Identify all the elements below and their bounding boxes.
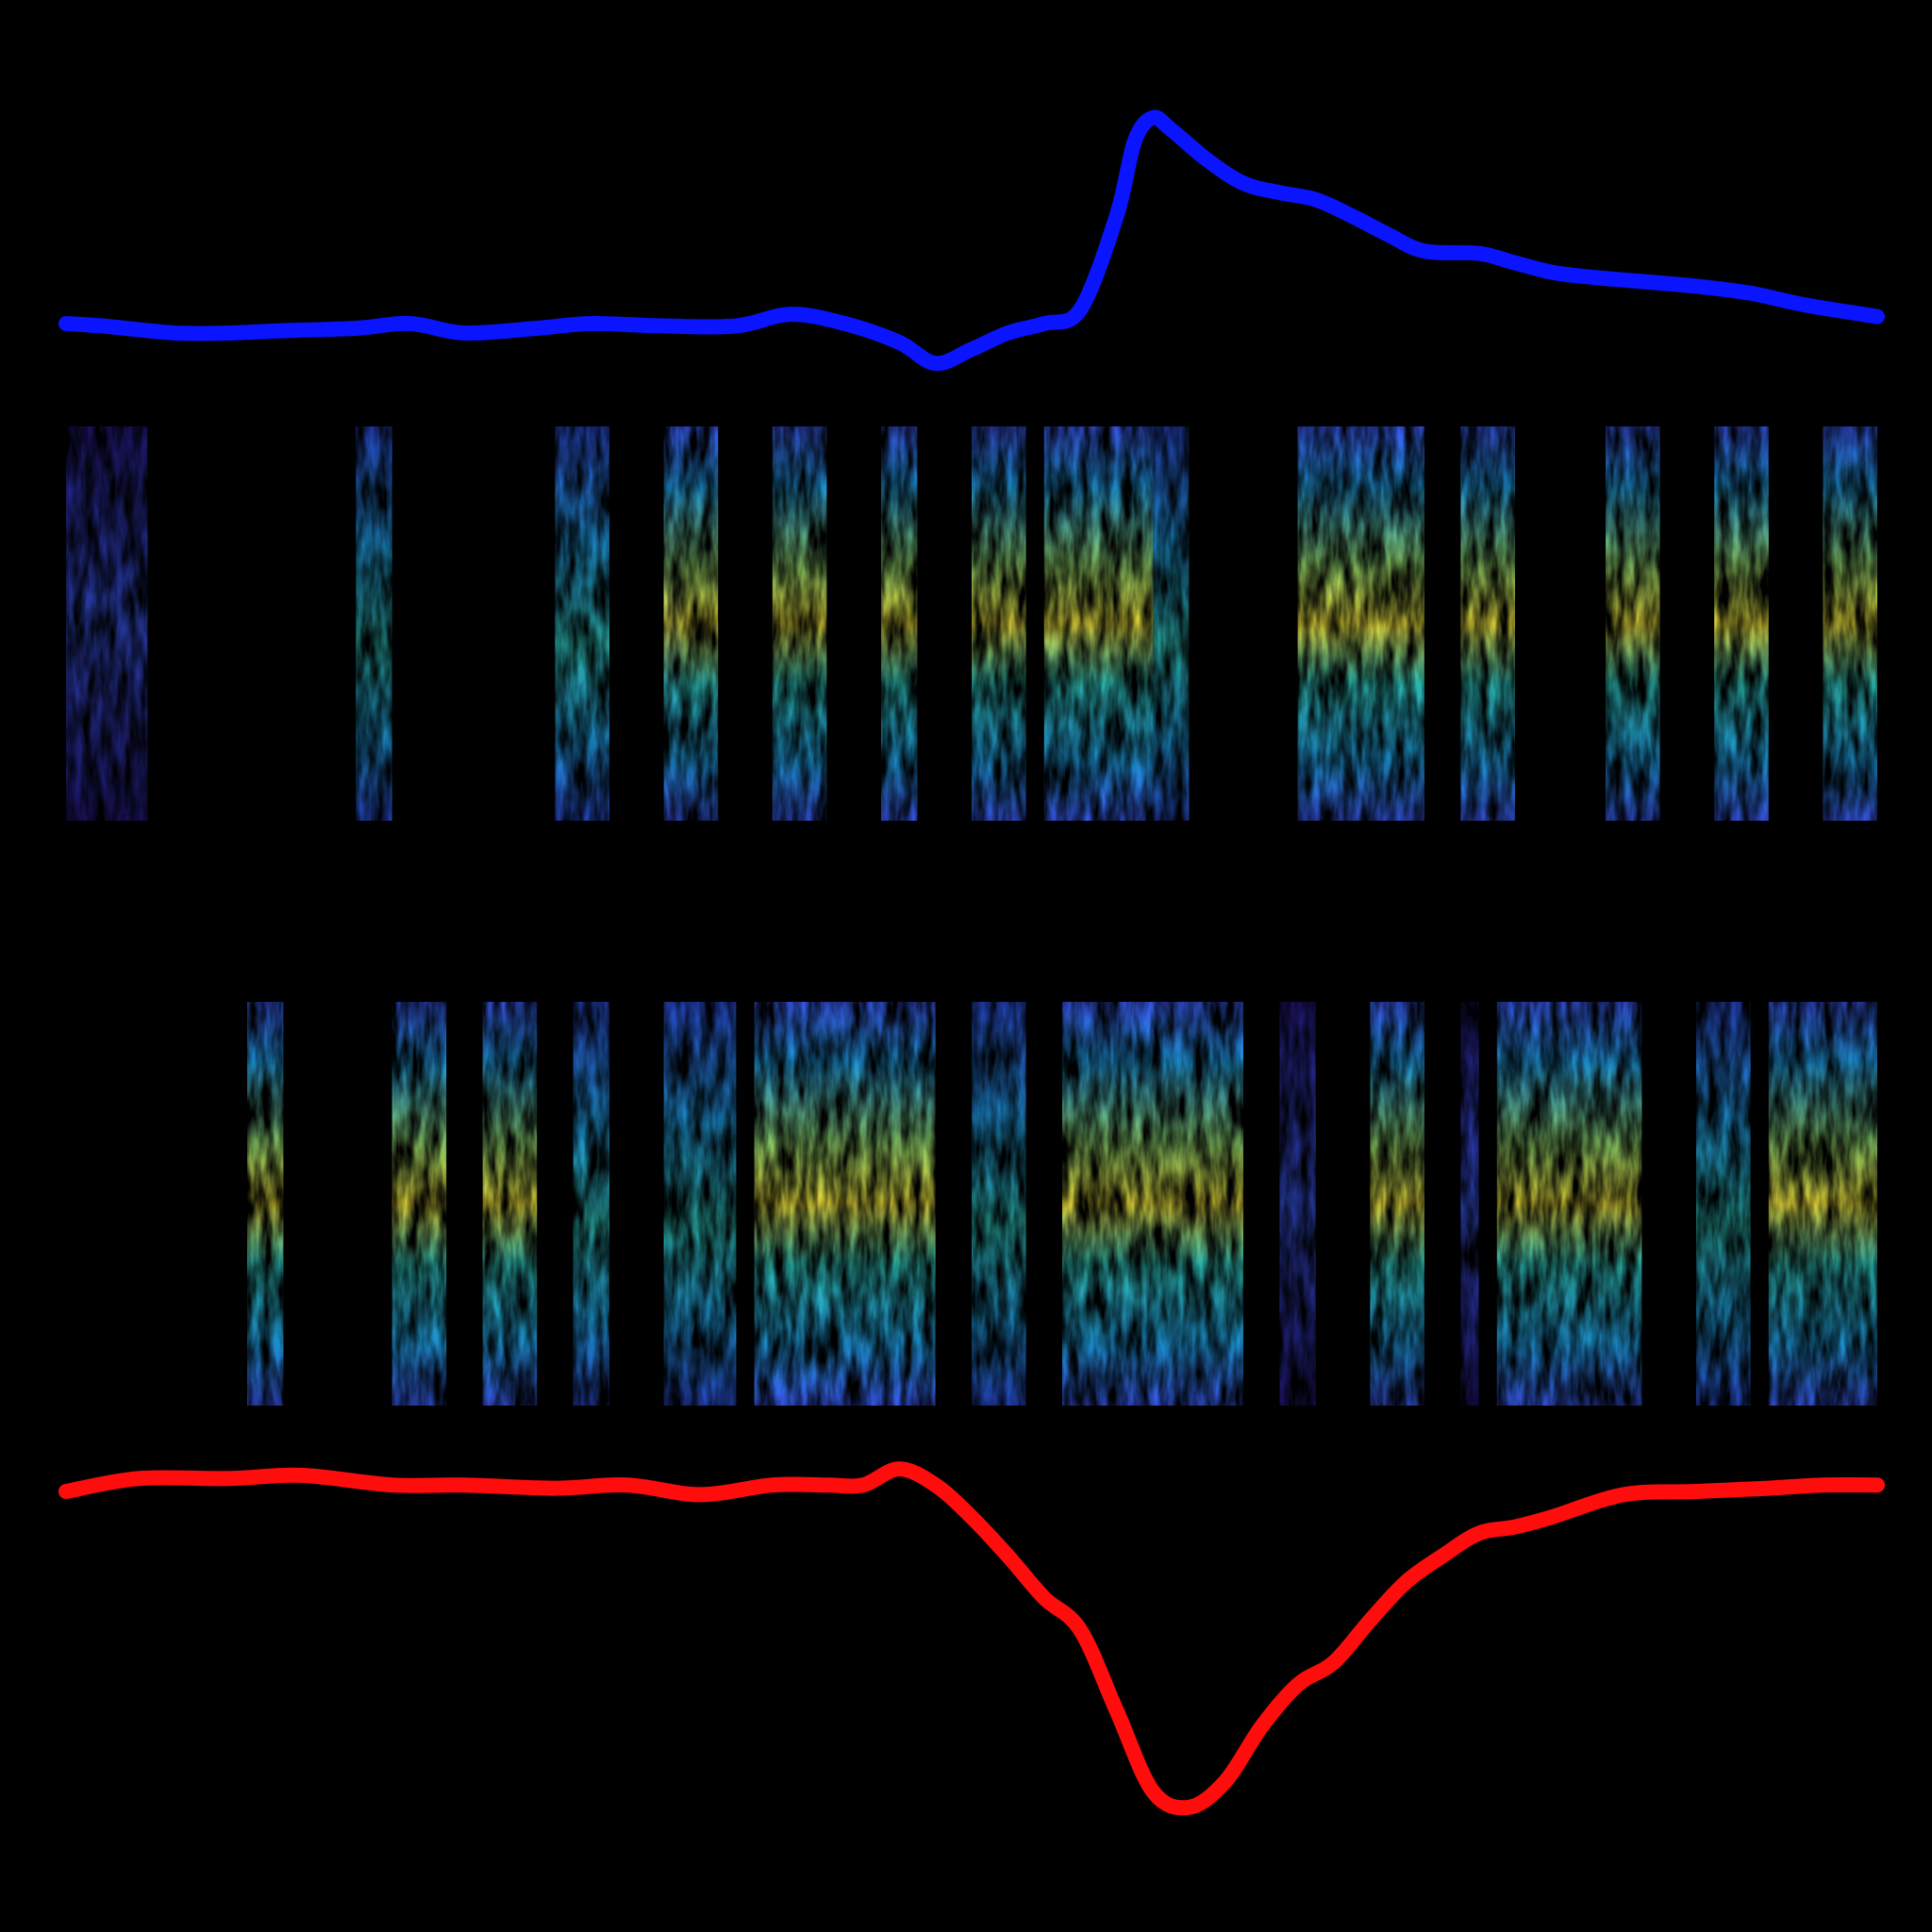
bottom-spectrogram-band-7 [1062,1002,1243,1406]
bottom-spectrogram-band-10 [1460,1002,1479,1406]
top-spectrogram-band-12 [1606,426,1660,821]
top-spectrogram-band-2 [555,426,609,821]
top-spectrogram-band-14 [1823,426,1877,821]
bottom-spectrogram-band-9 [1370,1002,1424,1406]
bottom-spectrogram-band-3 [573,1002,609,1406]
top-spectrogram-band-11 [1460,426,1515,821]
top-spectrogram [66,426,1877,821]
bottom-spectrogram-band-4 [663,1002,737,1406]
top-spectrogram-band-13 [1714,426,1769,821]
bottom-spectrogram-band-6 [972,1002,1026,1406]
top-spectrogram-band-10 [1297,426,1424,821]
top-spectrogram-band-1 [356,426,392,821]
top-spectrogram-band-6 [881,426,918,821]
top-spectrogram-band-0 [66,426,148,821]
bottom-trace-line [58,1461,1885,1816]
top-spectrogram-band-7 [972,426,1026,821]
top-spectrogram-band-4 [663,426,719,821]
top-trace-line [58,109,1885,372]
bottom-spectrogram-band-12 [1696,1002,1751,1406]
top-spectrogram-band-8 [1043,426,1153,821]
bottom-spectrogram-band-5 [754,1002,936,1406]
bottom-spectrogram-band-0 [247,1002,284,1406]
bottom-spectrogram-band-13 [1768,1002,1877,1406]
bottom-spectrogram-band-8 [1279,1002,1316,1406]
top-spectrogram-band-5 [772,426,827,821]
bottom-spectrogram-band-1 [391,1002,447,1406]
bottom-spectrogram-band-11 [1496,1002,1642,1406]
top-spectrogram-band-9 [1153,426,1190,821]
bottom-spectrogram [247,1002,1877,1406]
bottom-spectrogram-band-2 [482,1002,538,1406]
